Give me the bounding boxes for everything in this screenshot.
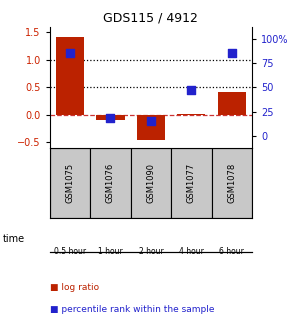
Bar [212,148,252,218]
Bar [131,148,171,218]
Point [189,88,194,93]
Point [149,119,153,124]
Point [68,51,72,56]
Bar [96,115,125,120]
Title: GDS115 / 4912: GDS115 / 4912 [103,11,198,24]
Bar [137,115,165,139]
Text: 4 hour: 4 hour [179,248,204,256]
Text: GSM1090: GSM1090 [146,163,155,203]
Bar [56,37,84,115]
Text: ■ log ratio: ■ log ratio [50,283,99,292]
Text: GSM1077: GSM1077 [187,163,196,203]
Bar [177,114,205,115]
Point [229,51,234,56]
Point [108,116,113,121]
Text: 6 hour: 6 hour [219,248,244,256]
Text: GSM1078: GSM1078 [227,163,236,203]
Text: ■ percentile rank within the sample: ■ percentile rank within the sample [50,305,214,313]
Bar [171,148,212,218]
Text: 1 hour: 1 hour [98,248,123,256]
Text: GSM1075: GSM1075 [66,163,74,203]
Text: 0.5 hour: 0.5 hour [54,248,86,256]
Text: 2 hour: 2 hour [139,248,163,256]
Bar [50,148,90,218]
Text: time: time [3,234,25,244]
Text: GSM1076: GSM1076 [106,163,115,203]
Bar [90,148,131,218]
Bar [218,92,246,115]
